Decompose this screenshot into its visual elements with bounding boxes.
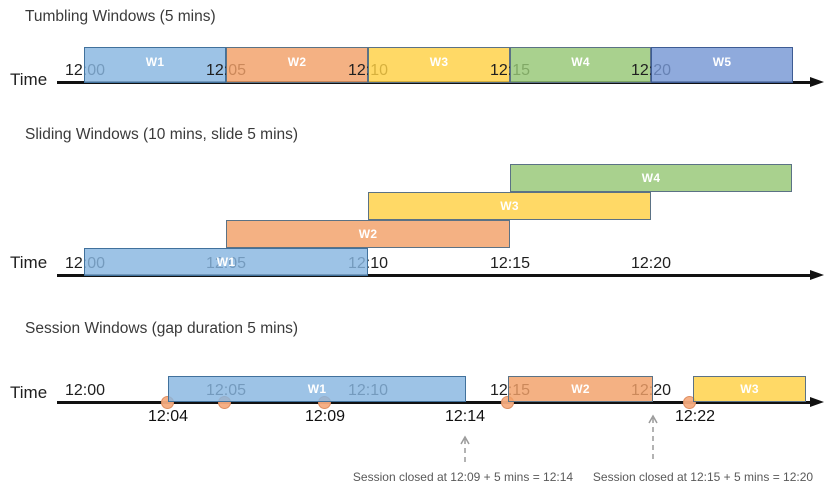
session-event-label: 12:09 — [304, 408, 346, 425]
window-label: W5 — [712, 55, 732, 69]
window-label: W2 — [287, 55, 307, 69]
window-label: W3 — [429, 55, 449, 69]
window-label: W2 — [358, 227, 378, 241]
session-window-w3: W3 — [693, 376, 806, 402]
tumbling-window-w2: W2 — [226, 47, 368, 83]
window-label: W2 — [571, 382, 590, 396]
session-time-axis-label: Time — [10, 383, 48, 402]
window-label: W4 — [641, 171, 661, 185]
tick-label: 12:00 — [64, 382, 106, 399]
session-event-label: 12:04 — [147, 408, 189, 425]
tumbling-axis-arrowhead-icon — [810, 77, 824, 87]
event-dot-icon — [683, 396, 696, 409]
tumbling-window-w1: W1 — [84, 47, 226, 83]
dashed-up-arrow-icon — [460, 435, 470, 466]
tumbling-time-axis-label: Time — [10, 70, 48, 89]
tumbling-window-w5: W5 — [651, 47, 793, 83]
session-title: Session Windows (gap duration 5 mins) — [25, 320, 299, 337]
session-window-w1: W1 — [168, 376, 466, 402]
session-annotation: Session closed at 12:15 + 5 mins = 12:20 — [592, 470, 814, 484]
tick-label: 12:15 — [489, 255, 531, 272]
session-event-label: 12:22 — [674, 408, 716, 425]
sliding-axis-arrowhead-icon — [810, 270, 824, 280]
window-label: W4 — [571, 55, 590, 69]
sliding-time-axis-label: Time — [10, 253, 48, 272]
tumbling-title: Tumbling Windows (5 mins) — [25, 8, 216, 25]
sliding-window-w2: W2 — [226, 220, 510, 248]
sliding-window-w4: W4 — [510, 164, 792, 192]
tumbling-window-w4: W4 — [510, 47, 651, 83]
session-window-w2: W2 — [508, 376, 653, 402]
session-event-label: 12:14 — [444, 408, 486, 425]
window-label: W1 — [145, 55, 165, 69]
tumbling-window-w3: W3 — [368, 47, 510, 83]
window-label: W3 — [740, 382, 759, 396]
sliding-title: Sliding Windows (10 mins, slide 5 mins) — [25, 126, 299, 143]
window-label: W3 — [500, 199, 519, 213]
dashed-up-arrow-icon — [648, 414, 658, 461]
window-label: W1 — [216, 255, 236, 269]
session-time-axis — [57, 401, 812, 404]
session-annotation: Session closed at 12:09 + 5 mins = 12:14 — [352, 470, 574, 484]
sliding-time-axis — [57, 274, 812, 277]
session-axis-arrowhead-icon — [810, 397, 824, 407]
window-label: W1 — [307, 382, 327, 396]
tick-label: 12:20 — [630, 255, 672, 272]
sliding-window-w3: W3 — [368, 192, 651, 220]
sliding-window-w1: W1 — [84, 248, 368, 276]
